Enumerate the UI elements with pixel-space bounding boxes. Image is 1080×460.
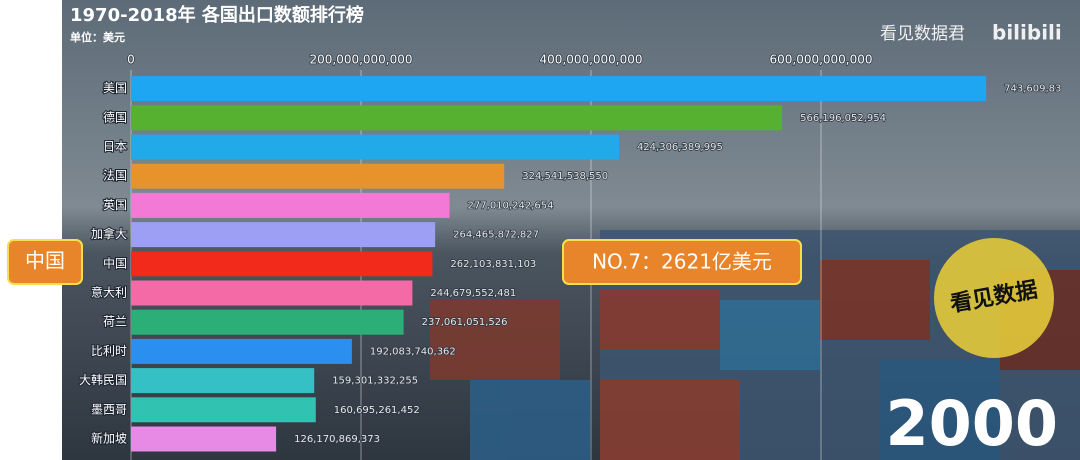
category-label: 美国 [103,81,127,95]
x-tick-label: 200,000,000,000 [309,53,412,67]
bar [131,192,450,218]
value-label: 192,083,740,362 [370,346,456,357]
category-label: 意大利 [91,285,127,300]
category-label: 法国 [103,169,127,183]
watermark: 看见数据君 [880,24,965,44]
value-label: 264,465,872,827 [453,230,539,241]
category-label: 新加坡 [91,431,127,446]
year-label: 2000 [885,387,1058,460]
category-label: 比利时 [91,344,127,358]
annotation: NO.7：2621亿美元 [592,250,772,274]
category-label: 墨西哥 [91,402,127,416]
value-label: 160,695,261,452 [334,405,420,416]
chart-title: 1970-2018年 各国出口数额排行榜 [70,4,364,26]
annotation-box [562,239,802,285]
bar [131,163,505,189]
value-label: 262,103,831,103 [450,259,536,270]
category-label: 加拿大 [91,226,127,241]
value-label: 424,306,389,995 [637,142,723,153]
bar [131,222,436,248]
bar [131,426,277,452]
x-tick-label: 600,000,000,000 [769,53,872,67]
category-label: 英国 [103,198,127,212]
category-label: 大韩民国 [79,372,127,387]
brand: bilibili [992,21,1062,45]
value-label: 237,061,051,526 [422,317,508,328]
value-label: 126,170,869,373 [294,434,380,445]
x-tick-label: 0 [127,53,135,67]
bar [131,280,413,306]
x-tick-label: 400,000,000,000 [539,53,642,67]
bar [131,134,619,160]
bar [131,338,352,364]
bar [131,76,987,102]
bar [131,309,404,335]
value-label: 277,010,242,654 [468,200,554,211]
category-label: 日本 [103,140,127,154]
highlight-label: 中国 [25,249,65,273]
category-label: 中国 [103,255,127,270]
value-label: 244,679,552,481 [430,288,516,299]
value-label: 324,541,538,550 [522,171,608,182]
logo [934,238,1054,358]
value-label: 159,301,332,255 [332,376,418,387]
bar [131,368,315,394]
bar [131,105,783,131]
highlight-box [7,239,83,285]
category-label: 荷兰 [103,315,127,329]
value-label: 566,196,052,954 [800,113,886,124]
bar [131,251,433,277]
category-label: 德国 [103,109,127,124]
chart-subtitle: 单位：美元 [70,30,125,44]
bar [131,397,316,423]
value-label: 743,609,83 [1004,84,1061,95]
